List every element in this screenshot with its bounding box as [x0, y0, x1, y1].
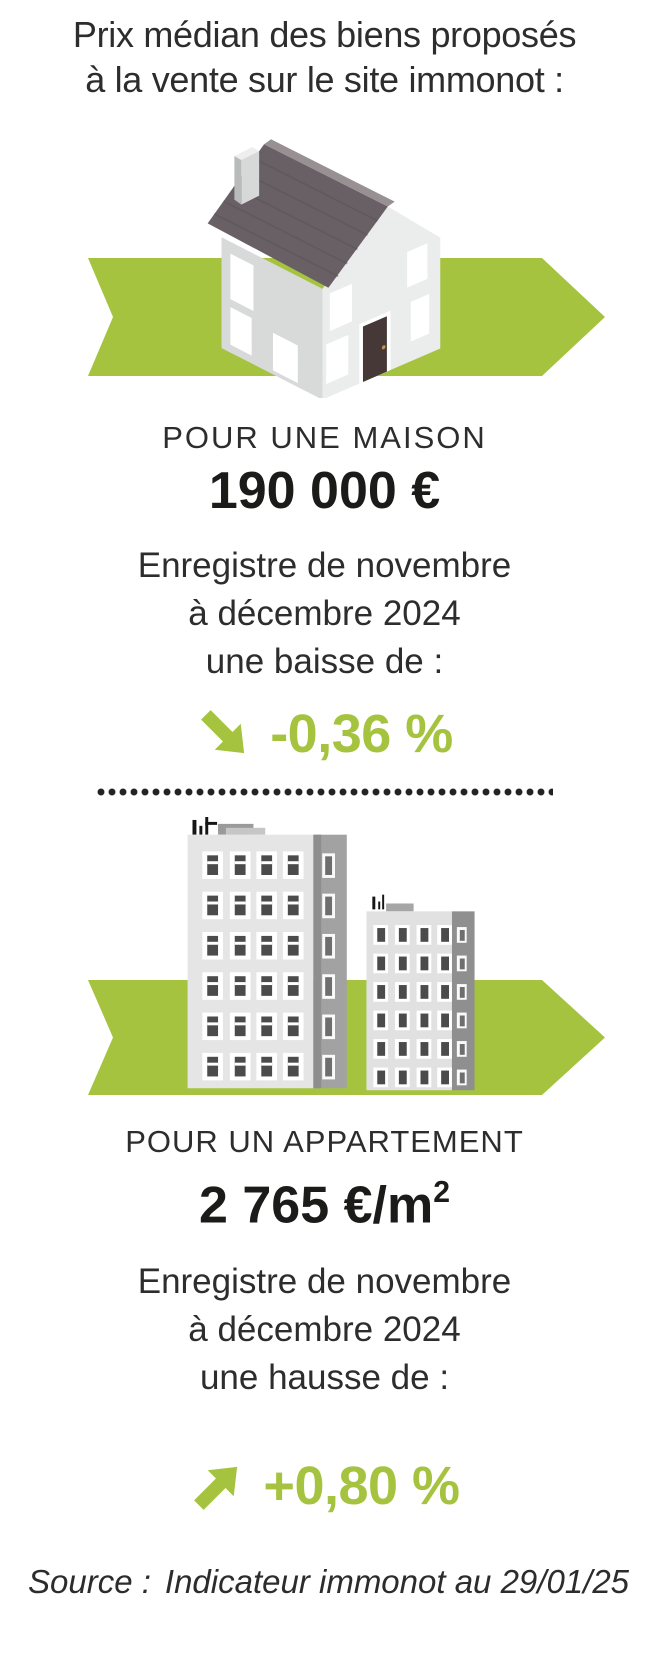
apartment-period-line3: une hausse de :	[199, 1358, 450, 1398]
house-change-value: -0,36 %	[270, 704, 453, 764]
house-period-line3: une baisse de :	[205, 642, 444, 681]
apartment-buildings-icon	[187, 817, 475, 1091]
page-title-line2: à la vente sur le site immonot :	[85, 59, 564, 100]
trend-down-arrow-icon	[201, 710, 245, 754]
apartment-section-label: POUR UN APPARTEMENT	[125, 1124, 524, 1159]
dotted-separator	[96, 788, 553, 796]
house-period-text: Enregistre de novembre à décembre 2024 u…	[0, 542, 649, 686]
house-icon	[207, 139, 441, 398]
apartment-change-value: +0,80 %	[263, 1456, 460, 1517]
source-label: Source :	[28, 1563, 151, 1601]
page-title-line1: Prix médian des biens proposés	[72, 14, 577, 55]
apartment-figure	[0, 814, 649, 1104]
house-price-value: 190 000 €	[208, 462, 441, 520]
apartment-period-line2: à décembre 2024	[188, 1310, 461, 1350]
house-period-line2: à décembre 2024	[188, 594, 461, 633]
apartment-price-superscript: 2	[433, 1176, 450, 1209]
house-period-line1: Enregistre de novembre	[137, 546, 512, 585]
house-change-row: -0,36 %	[0, 702, 649, 766]
source-line: Source : Indicateur immonot au 29/01/25	[0, 1562, 649, 1602]
apartment-period-text: Enregistre de novembre à décembre 2024 u…	[0, 1258, 649, 1402]
house-figure	[0, 110, 649, 400]
page-title: Prix médian des biens proposés à la vent…	[0, 12, 649, 102]
trend-up-arrow-icon	[194, 1467, 238, 1511]
apartment-price-main: 2 765 €/m	[199, 1176, 434, 1235]
source-text: Indicateur immonot au 29/01/25	[164, 1563, 630, 1601]
house-section-label: POUR UNE MAISON	[162, 420, 487, 455]
apartment-period-line1: Enregistre de novembre	[137, 1262, 512, 1302]
apartment-change-row: +0,80 %	[0, 1454, 649, 1518]
apartment-price-value: 2 765 €/m2	[0, 1166, 649, 1234]
